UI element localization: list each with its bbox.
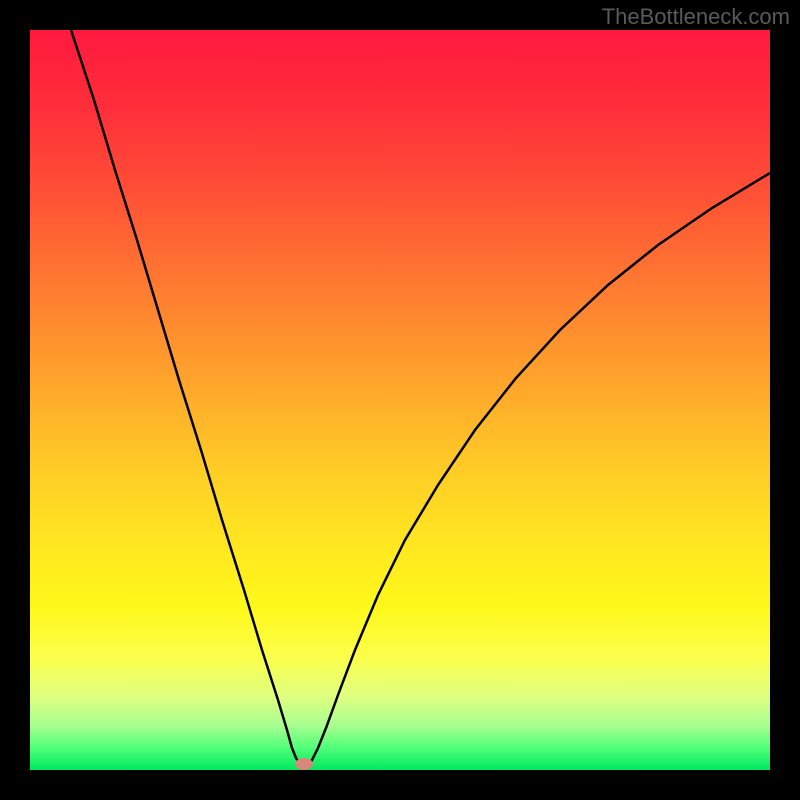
minimum-marker [295,758,313,770]
watermark-text: TheBottleneck.com [602,4,790,30]
chart-area [30,30,770,770]
bottleneck-curve [30,30,770,770]
